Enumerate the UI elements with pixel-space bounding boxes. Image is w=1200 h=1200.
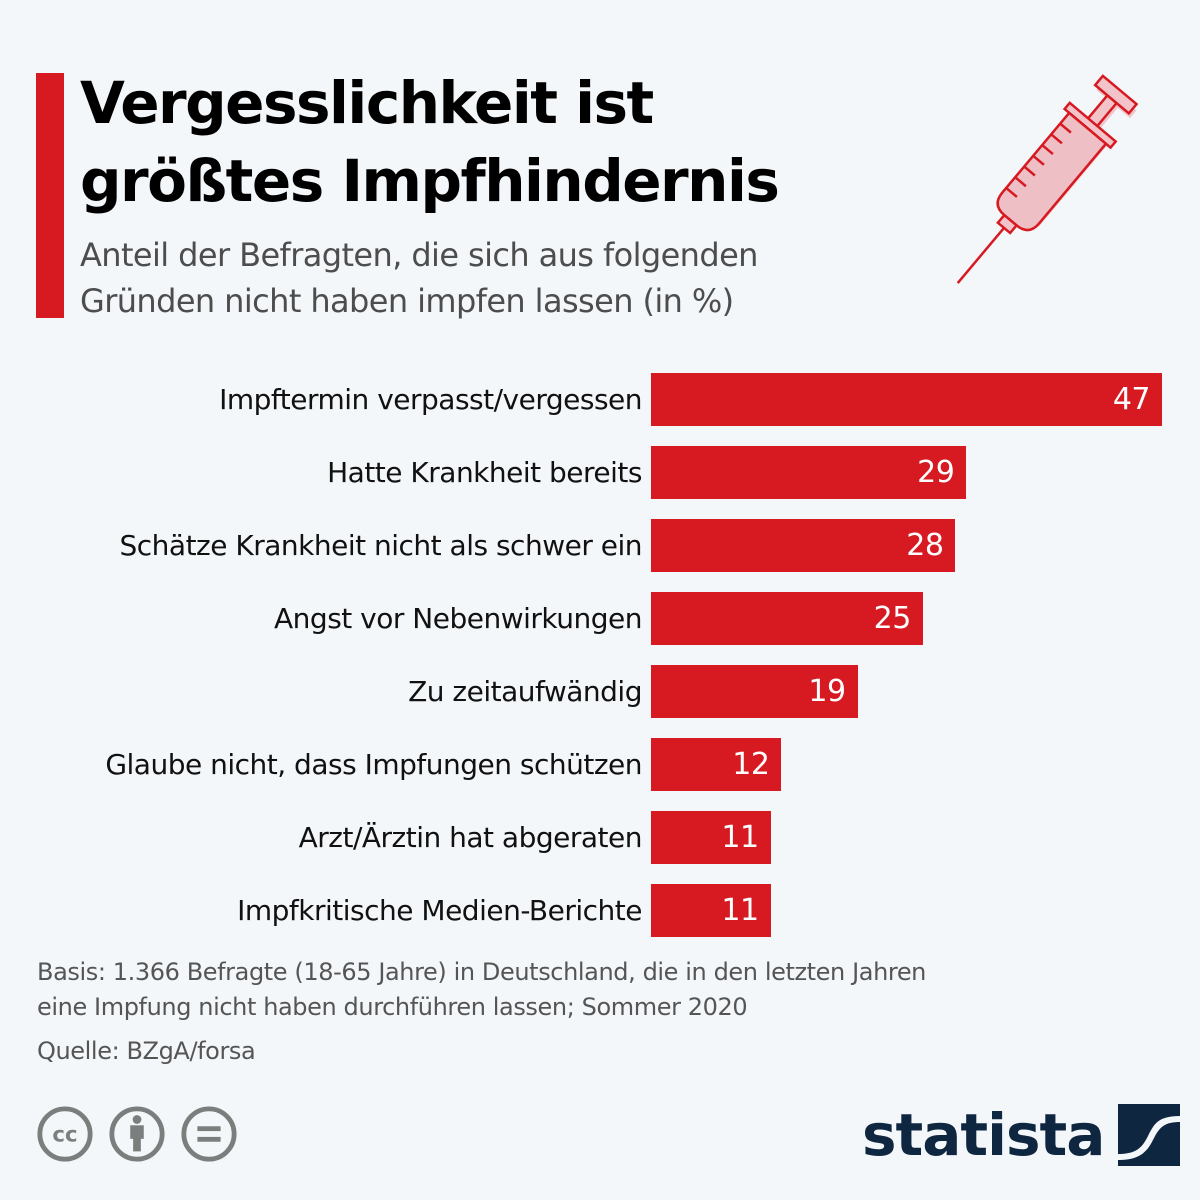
- svg-text:cc: cc: [52, 1123, 77, 1148]
- bar-value-label: 29: [917, 455, 955, 490]
- bar: 28: [651, 519, 956, 572]
- bar: 19: [651, 665, 858, 718]
- survey-basis-note: Basis: 1.366 Befragte (18-65 Jahre) in D…: [37, 955, 1137, 1025]
- subtitle-line-2: Gründen nicht haben impfen lassen (in %): [80, 282, 734, 320]
- source-note: Quelle: BZgA/forsa: [37, 1037, 256, 1065]
- note-line-2: eine Impfung nicht haben durchführen las…: [37, 993, 748, 1021]
- bar-value-label: 25: [873, 601, 912, 636]
- category-label: Arzt/Ärztin hat abgeraten: [298, 821, 643, 854]
- attribution-icon[interactable]: [108, 1105, 166, 1163]
- title-line-2: größtes Impfhindernis: [80, 147, 780, 215]
- note-line-1: Basis: 1.366 Befragte (18-65 Jahre) in D…: [37, 958, 926, 986]
- syringe-icon: [956, 74, 1139, 284]
- category-label: Schätze Krankheit nicht als schwer ein: [119, 529, 643, 562]
- category-label: Impftermin verpasst/vergessen: [219, 383, 642, 416]
- bar: 11: [651, 811, 771, 864]
- bar-value-label: 28: [906, 528, 944, 563]
- bar-value-label: 19: [808, 674, 846, 709]
- cc-icon[interactable]: cc: [36, 1105, 94, 1163]
- brand-wordmark: statista: [862, 1101, 1105, 1169]
- no-derivatives-icon[interactable]: [180, 1105, 238, 1163]
- license-icons: cc: [36, 1105, 238, 1163]
- bar: 12: [651, 738, 782, 791]
- category-label: Glaube nicht, dass Impfungen schützen: [105, 748, 642, 781]
- statista-logo[interactable]: statista: [862, 1095, 1181, 1175]
- bar: 47: [651, 373, 1162, 426]
- bar-value-label: 47: [1112, 382, 1151, 417]
- chart-subtitle: Anteil der Befragten, die sich aus folge…: [80, 232, 940, 324]
- category-label: Zu zeitaufwändig: [408, 675, 642, 708]
- bar-value-label: 11: [721, 893, 759, 928]
- bar: 25: [651, 592, 923, 645]
- bar-value-label: 11: [721, 820, 759, 855]
- category-label: Angst vor Nebenwirkungen: [274, 602, 642, 635]
- subtitle-line-1: Anteil der Befragten, die sich aus folge…: [80, 236, 758, 274]
- category-label: Impfkritische Medien-Berichte: [237, 894, 642, 927]
- bar: 11: [651, 884, 771, 937]
- bar: 29: [651, 446, 967, 499]
- bar-chart: Impftermin verpasst/vergessen 47 Hatte Kra…: [105, 373, 1162, 937]
- title-line-1: Vergesslichkeit ist: [80, 69, 654, 137]
- statista-mark-icon: [1118, 1104, 1181, 1166]
- title-accent-bar: [36, 73, 64, 318]
- bar-value-label: 12: [732, 747, 770, 782]
- category-label: Hatte Krankheit bereits: [327, 456, 642, 489]
- chart-title: Vergesslichkeit ist größtes Impfhinderni…: [80, 64, 930, 220]
